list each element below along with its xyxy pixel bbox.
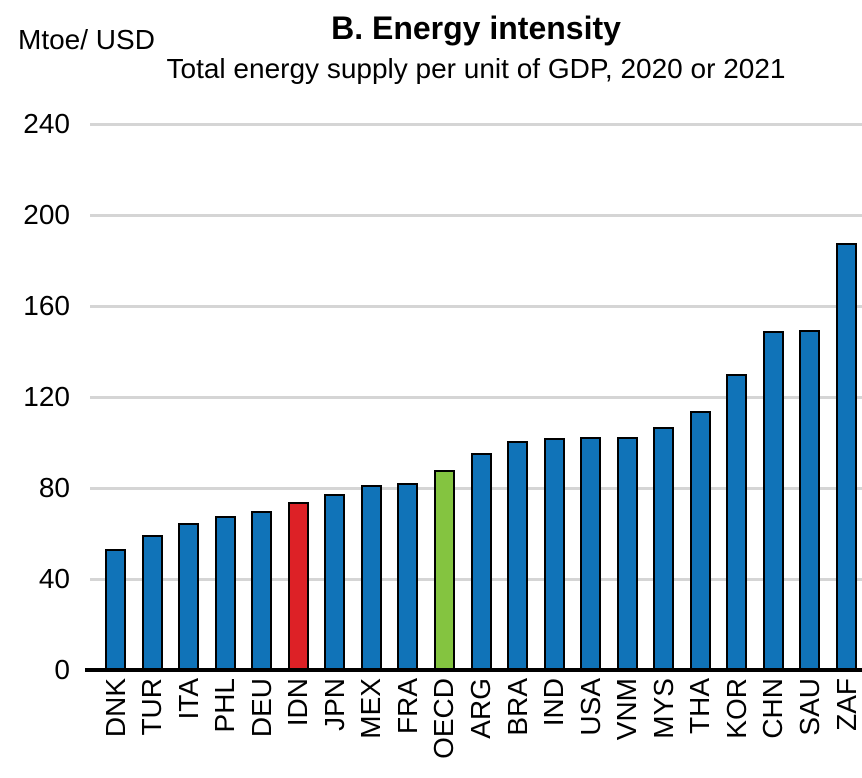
bar-mex	[361, 485, 382, 670]
bar-dnk	[105, 549, 126, 670]
x-tick-label-oecd: OECD	[428, 678, 459, 759]
y-tick-label-0: 0	[54, 654, 70, 685]
bar-vnm	[617, 437, 638, 670]
y-tick-label-40: 40	[38, 563, 70, 594]
bar-ita	[178, 523, 199, 670]
bar-ind	[544, 438, 565, 670]
x-tick-label-sau: SAU	[794, 678, 825, 736]
x-tick-label-zaf: ZAF	[831, 678, 862, 731]
x-tick-label-fra: FRA	[392, 678, 423, 734]
y-tick-label-240: 240	[23, 108, 70, 139]
y-tick-label-120: 120	[23, 381, 70, 412]
x-tick-label-jpn: JPN	[319, 678, 350, 731]
bar-oecd	[434, 470, 455, 670]
x-tick-label-ita: ITA	[173, 678, 204, 720]
x-tick-label-chn: CHN	[757, 678, 788, 739]
gridline-y-160	[90, 305, 862, 308]
x-tick-label-kor: KOR	[721, 678, 752, 739]
x-tick-label-tha: THA	[684, 678, 715, 734]
bar-kor	[726, 374, 747, 670]
x-tick-label-mex: MEX	[355, 678, 386, 739]
bar-sau	[799, 330, 820, 670]
bar-tha	[690, 411, 711, 670]
y-axis-unit-label: Mtoe/ USD	[18, 24, 155, 55]
chart-title: B. Energy intensity	[331, 10, 621, 46]
bar-deu	[251, 511, 272, 670]
x-tick-label-ind: IND	[538, 678, 569, 727]
gridline-y-200	[90, 214, 862, 217]
bar-zaf	[836, 243, 857, 670]
x-tick-label-idn: IDN	[282, 678, 313, 727]
x-tick-label-phl: PHL	[209, 678, 240, 733]
bar-tur	[142, 535, 163, 670]
bar-bra	[507, 441, 528, 670]
bar-chn	[763, 331, 784, 670]
y-tick-label-80: 80	[38, 472, 70, 503]
gridline-y-240	[90, 123, 862, 126]
chart-subtitle: Total energy supply per unit of GDP, 202…	[166, 53, 786, 84]
x-tick-label-bra: BRA	[502, 678, 533, 736]
bar-fra	[397, 483, 418, 670]
gridline-y-120	[90, 396, 862, 399]
x-tick-label-mys: MYS	[648, 678, 679, 739]
x-tick-label-tur: TUR	[136, 678, 167, 736]
x-tick-label-arg: ARG	[465, 678, 496, 739]
bar-idn	[288, 502, 309, 670]
y-tick-label-160: 160	[23, 290, 70, 321]
x-axis-line	[85, 668, 862, 672]
bar-mys	[653, 427, 674, 670]
y-tick-label-200: 200	[23, 199, 70, 230]
bar-phl	[215, 516, 236, 670]
x-tick-label-deu: DEU	[246, 678, 277, 738]
x-tick-label-dnk: DNK	[100, 678, 131, 738]
bar-jpn	[324, 494, 345, 670]
x-tick-label-vnm: VNM	[611, 678, 642, 741]
bar-arg	[471, 453, 492, 670]
bar-usa	[580, 437, 601, 670]
x-tick-label-usa: USA	[575, 678, 606, 736]
plot-area	[90, 123, 862, 670]
